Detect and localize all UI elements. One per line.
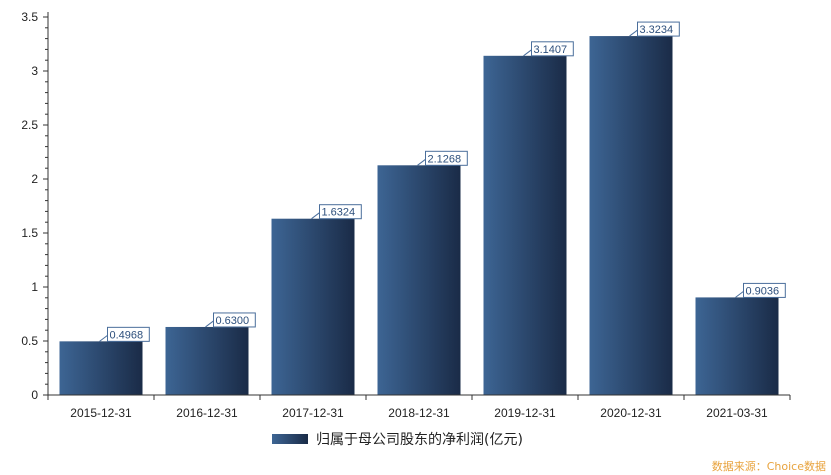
data-label-leader	[735, 291, 744, 298]
data-label-box	[213, 312, 256, 328]
bars-layer	[59, 36, 779, 395]
bar-2021-03-31	[695, 297, 779, 395]
data-label-leader	[417, 158, 426, 166]
bar-2015-12-31	[59, 341, 143, 395]
data-label: 1.6324	[322, 207, 356, 219]
y-tick-label: 1	[31, 280, 38, 294]
x-tick-label: 2021-03-31	[706, 406, 768, 420]
data-label-box	[637, 21, 680, 37]
x-tick-label: 2019-12-31	[494, 406, 556, 420]
y-tick-label: 1.5	[21, 226, 38, 240]
data-label-leader	[205, 320, 214, 328]
data-label-leader	[523, 49, 532, 57]
y-tick-label: 3.5	[21, 10, 38, 24]
y-tick-label: 2	[31, 172, 38, 186]
x-tick-label: 2020-12-31	[600, 406, 662, 420]
data-label: 0.6300	[216, 315, 250, 327]
y-tick-label: 2.5	[21, 118, 38, 132]
legend: 归属于母公司股东的净利润(亿元)	[272, 431, 523, 448]
bar-2019-12-31	[483, 55, 567, 395]
data-label-leader	[99, 334, 108, 342]
data-label-leader	[311, 212, 320, 220]
legend-label: 归属于母公司股东的净利润(亿元)	[316, 431, 523, 448]
data-label: 2.1268	[428, 153, 462, 165]
x-tick-label: 2017-12-31	[282, 406, 344, 420]
data-label-box	[743, 282, 786, 298]
data-label: 0.4968	[110, 329, 144, 341]
data-label-box	[531, 41, 574, 57]
bar-2016-12-31	[165, 326, 249, 395]
axis-layer: 2015-12-31 2016-12-31 2017-12-31 2018-12-31…	[21, 10, 791, 420]
data-label-leader	[629, 29, 638, 37]
data-labels-layer: 0.4968 0.6300 1.6324 2.1268 3.1407 3.3234 0.90…	[99, 21, 786, 342]
y-tick-label: 0	[31, 388, 38, 402]
x-tick-label: 2015-12-31	[70, 406, 132, 420]
data-label-box	[319, 204, 362, 220]
x-tick-label: 2018-12-31	[388, 406, 450, 420]
legend-swatch	[272, 434, 308, 444]
data-label-box	[107, 326, 150, 342]
x-tick-label: 2016-12-31	[176, 406, 238, 420]
y-tick-label: 3	[31, 64, 38, 78]
source-note: 数据来源：Choice数据	[712, 459, 826, 473]
bar-2017-12-31	[271, 218, 355, 395]
data-label: 3.3234	[640, 24, 674, 36]
y-tick-label: 0.5	[21, 334, 38, 348]
data-label: 3.1407	[534, 44, 568, 56]
bar-2020-12-31	[589, 36, 673, 395]
data-label: 0.9036	[746, 285, 780, 297]
bar-2018-12-31	[377, 165, 461, 395]
data-label-box	[425, 150, 468, 166]
